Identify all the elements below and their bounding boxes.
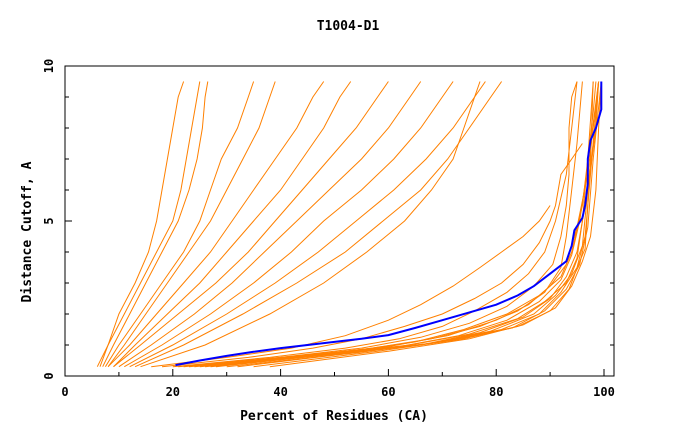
model-series-line-1	[99, 81, 185, 367]
chart-title: T1004-D1	[317, 19, 380, 34]
model-series-line-28	[178, 81, 578, 368]
model-series-line-25	[151, 205, 551, 368]
model-series-line-27	[269, 81, 602, 368]
model-series-line-8	[113, 81, 389, 368]
model-series-line-5	[107, 81, 276, 367]
model-series-line-4	[104, 81, 255, 367]
y-axis-ticks: 0 5 10	[42, 59, 614, 380]
y-tick-label: 0	[42, 372, 56, 379]
x-tick-label: 40	[273, 385, 287, 399]
model-series-line-18	[205, 81, 594, 368]
model-series-line-17	[199, 81, 600, 368]
model-series-line-24	[161, 143, 583, 368]
model-series-line-20	[215, 81, 600, 368]
x-tick-label: 0	[61, 385, 68, 399]
y-tick-label: 10	[42, 59, 56, 73]
model-series-line-12	[134, 81, 503, 368]
model-series-line-11	[129, 81, 486, 368]
model-series-line-7	[113, 81, 352, 368]
model-series-line-23	[172, 81, 578, 368]
model-series-line-10	[124, 81, 454, 368]
y-tick-label: 5	[42, 217, 56, 224]
model-series-line-3	[102, 81, 209, 367]
highlight-series-line	[175, 81, 603, 367]
x-axis-label: Percent of Residues (CA)	[240, 409, 428, 424]
model-series-line-22	[237, 81, 602, 368]
x-tick-label: 60	[381, 385, 395, 399]
model-series-line-6	[107, 81, 325, 368]
model-series-line-2	[96, 81, 201, 367]
model-series-line-13	[140, 81, 481, 368]
x-tick-label: 80	[489, 385, 503, 399]
x-tick-label: 100	[593, 385, 615, 399]
plot-frame	[64, 65, 615, 377]
x-axis-ticks: 0 20 40 60 80 100	[61, 369, 615, 399]
model-series-line-16	[194, 81, 600, 368]
highlight-series-group	[175, 81, 603, 367]
model-series-line-19	[210, 81, 600, 368]
model-series-group	[96, 81, 602, 368]
model-series-line-9	[118, 81, 422, 368]
model-series-line-14	[183, 81, 597, 368]
y-axis-label: Distance Cutoff, A	[20, 161, 35, 302]
x-tick-label: 20	[166, 385, 180, 399]
